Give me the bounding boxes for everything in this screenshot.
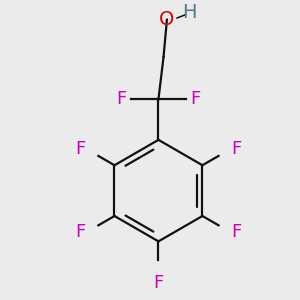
Text: F: F: [231, 140, 241, 158]
Text: F: F: [76, 224, 86, 242]
Text: F: F: [76, 140, 86, 158]
Text: F: F: [153, 274, 164, 292]
Text: F: F: [231, 224, 241, 242]
Text: H: H: [182, 3, 196, 22]
Text: F: F: [116, 90, 126, 108]
Text: O: O: [159, 10, 175, 29]
Text: F: F: [190, 90, 201, 108]
